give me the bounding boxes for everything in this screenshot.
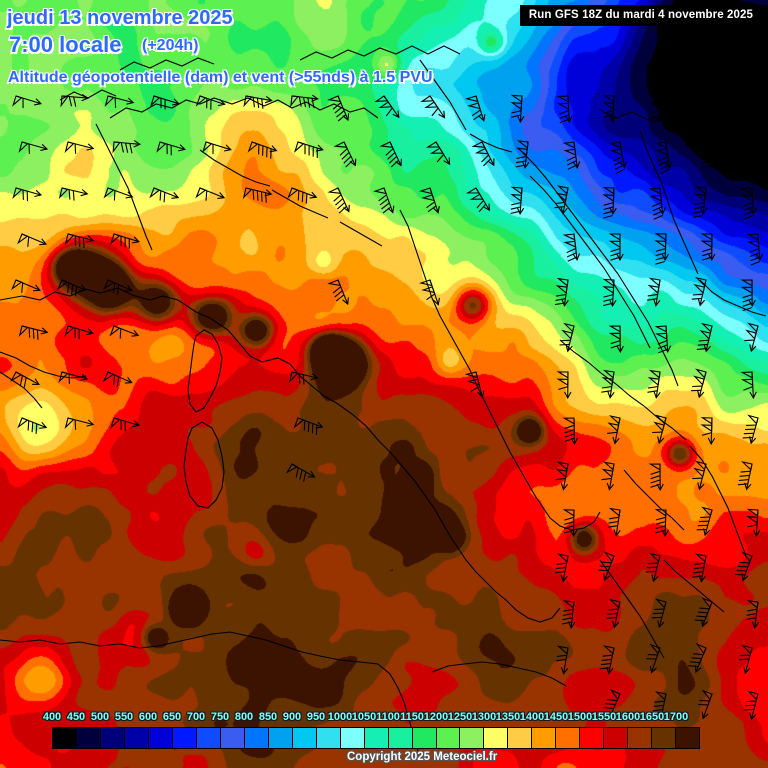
color-scale-tick: 850: [258, 711, 278, 723]
color-scale-tick: 400: [42, 711, 62, 723]
color-scale-tick: 1650: [639, 711, 665, 723]
color-scale-tick: 1400: [519, 711, 545, 723]
color-swatch: [652, 728, 677, 748]
color-swatch: [484, 728, 509, 748]
color-swatch: [268, 728, 293, 748]
color-scale-tick: 1150: [400, 711, 424, 723]
color-swatch: [53, 728, 77, 748]
color-swatch: [676, 728, 700, 748]
color-swatch: [172, 728, 197, 748]
color-scale-tick: 1600: [615, 711, 641, 723]
color-swatch: [460, 728, 485, 748]
color-swatch: [124, 728, 149, 748]
color-scale-tick: 1200: [423, 711, 449, 723]
forecast-date-label: jeudi 13 novembre 2025: [7, 7, 233, 29]
color-scale-tick: 500: [90, 711, 110, 723]
color-swatch: [148, 728, 173, 748]
color-scale-tick: 1300: [471, 711, 497, 723]
color-scale-tick: 1100: [376, 711, 400, 723]
color-swatch: [292, 728, 317, 748]
color-scale-tick: 600: [138, 711, 158, 723]
forecast-time-label: 7:00 locale: [9, 32, 122, 57]
color-swatch: [556, 728, 581, 748]
color-scale-tick: 1700: [663, 711, 689, 723]
color-scale-tick: 450: [66, 711, 86, 723]
color-scale-tick: 650: [162, 711, 182, 723]
color-scale-bar: [52, 727, 700, 749]
color-scale-tick: 1550: [591, 711, 617, 723]
color-swatch: [508, 728, 533, 748]
color-scale-tick: 800: [234, 711, 254, 723]
color-scale-tick: 1350: [495, 711, 521, 723]
color-swatch: [412, 728, 437, 748]
color-swatch: [316, 728, 341, 748]
color-scale-tick: 1500: [567, 711, 593, 723]
color-swatch: [100, 728, 125, 748]
model-run-label: Run GFS 18Z du mardi 4 novembre 2025: [519, 5, 762, 26]
color-scale-tick: 750: [210, 711, 230, 723]
copyright-label: Copyright 2025 Meteociel.fr: [347, 751, 498, 763]
forecast-step-label: (+204h): [142, 37, 199, 54]
color-swatch: [436, 728, 461, 748]
color-swatch: [604, 728, 629, 748]
forecast-parameter-label: Altitude géopotentielle (dam) et vent (>…: [8, 69, 433, 86]
color-swatch: [364, 728, 389, 748]
color-swatch: [388, 728, 413, 748]
color-swatch: [532, 728, 557, 748]
color-swatch: [196, 728, 221, 748]
color-scale-tick: 700: [186, 711, 206, 723]
color-scale-tick: 1250: [447, 711, 473, 723]
color-swatch: [244, 728, 269, 748]
color-scale-tick: 950: [306, 711, 326, 723]
color-scale-tick: 550: [114, 711, 134, 723]
color-swatch: [580, 728, 605, 748]
color-scale-tick: 1450: [543, 711, 569, 723]
color-swatch: [76, 728, 101, 748]
color-scale-tick: 1000: [327, 711, 353, 723]
color-swatch: [340, 728, 365, 748]
color-scale-tick: 900: [282, 711, 302, 723]
color-scale-labels: 400 450 500 550 600 650 700 750 800 850 900 950 1000…: [43, 711, 700, 727]
color-scale-tick: 1050: [351, 711, 377, 723]
color-swatch: [220, 728, 245, 748]
color-swatch: [628, 728, 653, 748]
color-scale: 400 450 500 550 600 650 700 750 800 850 900 950 1000…: [43, 711, 700, 749]
